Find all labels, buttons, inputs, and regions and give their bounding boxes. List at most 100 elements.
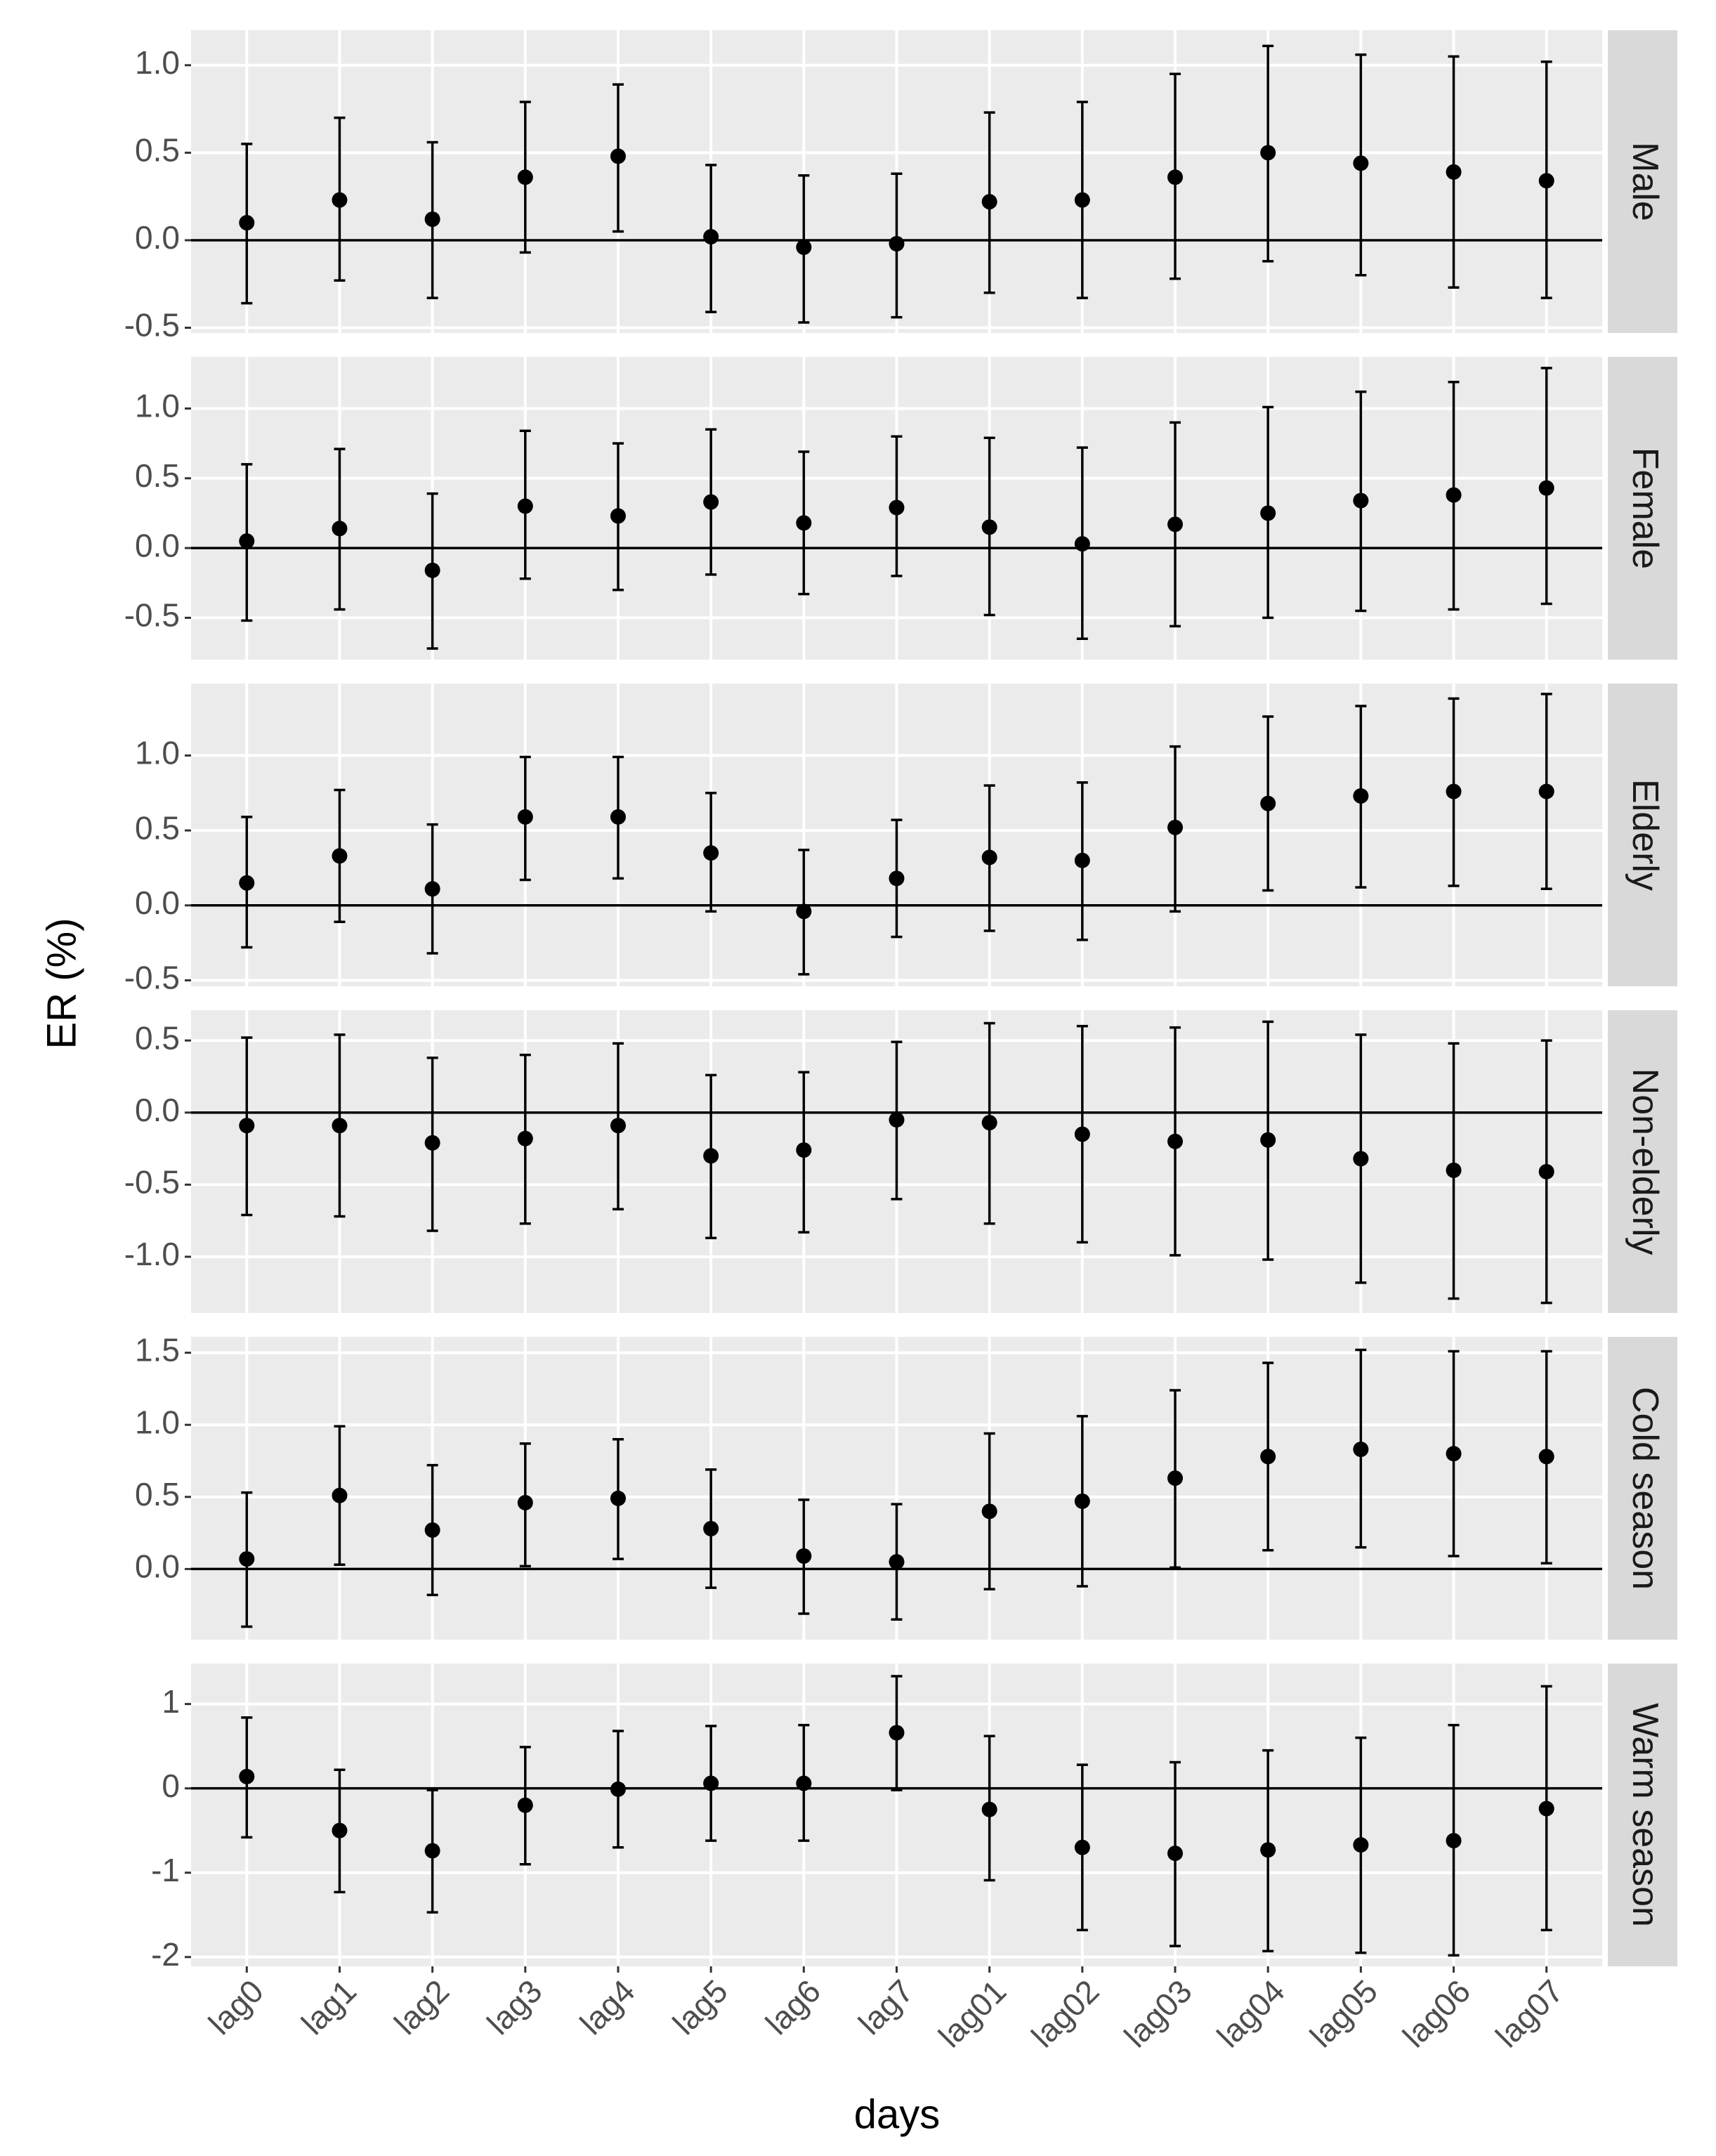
y-tick-label: -1.0 bbox=[124, 1236, 180, 1272]
point bbox=[889, 1554, 905, 1570]
point bbox=[424, 1522, 440, 1538]
point bbox=[796, 1142, 812, 1158]
point bbox=[1074, 1839, 1090, 1855]
y-tick-label: 0.5 bbox=[135, 132, 180, 169]
point bbox=[1538, 1449, 1554, 1465]
point bbox=[1260, 1842, 1276, 1858]
panel: 0.5 0.0 -0.5 -1.0 Non-elderly bbox=[124, 1010, 1677, 1313]
y-tick-label: 1.5 bbox=[135, 1332, 180, 1368]
point bbox=[1353, 1837, 1369, 1853]
point bbox=[517, 809, 533, 825]
x-tick-label: lag02 bbox=[1024, 1973, 1106, 2054]
point bbox=[1538, 173, 1554, 189]
point bbox=[796, 1775, 812, 1791]
point bbox=[981, 849, 997, 865]
point bbox=[1074, 852, 1090, 868]
x-tick-label: lag04 bbox=[1210, 1973, 1291, 2054]
y-tick-label: -0.5 bbox=[124, 307, 180, 344]
y-tick-label: -1 bbox=[151, 1852, 180, 1888]
point bbox=[1538, 1801, 1554, 1817]
y-tick-label: 1.0 bbox=[135, 735, 180, 771]
x-tick-label: lag7 bbox=[851, 1973, 920, 2041]
strip-label: Female bbox=[1625, 447, 1665, 569]
point bbox=[796, 515, 812, 531]
point bbox=[1353, 155, 1369, 171]
x-tick-label: lag01 bbox=[931, 1973, 1013, 2054]
y-tick-label: -0.5 bbox=[124, 597, 180, 634]
point bbox=[1446, 1446, 1462, 1462]
y-tick-label: 1.0 bbox=[135, 388, 180, 424]
y-tick-label: 1.0 bbox=[135, 1404, 180, 1440]
point bbox=[1260, 505, 1276, 521]
y-tick-label: -0.5 bbox=[124, 960, 180, 996]
x-tick-label: lag05 bbox=[1303, 1973, 1384, 2054]
point bbox=[424, 1135, 440, 1151]
y-tick-label: 0.0 bbox=[135, 527, 180, 563]
y-tick-label: -2 bbox=[151, 1936, 180, 1973]
y-tick-label: 0.0 bbox=[135, 1092, 180, 1128]
point bbox=[1353, 1442, 1369, 1458]
point bbox=[424, 1843, 440, 1859]
y-tick-label: 0.5 bbox=[135, 1476, 180, 1513]
point bbox=[1446, 164, 1462, 180]
x-axis-title: days bbox=[854, 2091, 941, 2137]
point bbox=[981, 194, 997, 210]
point bbox=[239, 1551, 255, 1567]
point bbox=[1538, 480, 1554, 496]
point bbox=[1260, 1449, 1276, 1465]
point bbox=[1074, 1126, 1090, 1142]
x-tick-label: lag2 bbox=[387, 1973, 456, 2041]
x-tick-label: lag5 bbox=[666, 1973, 735, 2041]
point bbox=[1353, 1151, 1369, 1167]
point bbox=[610, 1490, 626, 1506]
point bbox=[889, 1725, 905, 1741]
y-axis-title: ER (%) bbox=[39, 918, 84, 1050]
panel: 1 0 -1 -2 Warm season bbox=[151, 1664, 1677, 1973]
point bbox=[796, 1548, 812, 1564]
strip-label: Non-elderly bbox=[1625, 1069, 1665, 1255]
point bbox=[332, 1118, 348, 1134]
point bbox=[889, 499, 905, 516]
point bbox=[1538, 1163, 1554, 1180]
point bbox=[1260, 145, 1276, 161]
point bbox=[517, 1797, 533, 1813]
point bbox=[1074, 192, 1090, 208]
strip bbox=[1608, 357, 1677, 660]
point bbox=[1446, 487, 1462, 503]
x-tick-label: lag1 bbox=[294, 1973, 363, 2041]
point bbox=[332, 521, 348, 537]
x-tick-label: lag4 bbox=[572, 1973, 641, 2041]
point bbox=[1167, 1470, 1184, 1487]
point bbox=[1446, 1162, 1462, 1178]
point bbox=[332, 848, 348, 864]
y-tick-label: 0.5 bbox=[135, 457, 180, 494]
x-tick-label: lag3 bbox=[480, 1973, 549, 2041]
point bbox=[610, 1118, 626, 1134]
strip bbox=[1608, 1664, 1677, 1966]
point bbox=[703, 1775, 719, 1791]
point bbox=[239, 215, 255, 231]
point bbox=[1167, 516, 1184, 533]
point bbox=[332, 1487, 348, 1503]
point bbox=[703, 228, 719, 244]
strip-label: Cold season bbox=[1625, 1387, 1665, 1590]
panel: 1.0 0.5 0.0 -0.5 Elderly bbox=[124, 684, 1677, 996]
point bbox=[703, 1148, 719, 1164]
point bbox=[610, 809, 626, 825]
panel: 1.0 0.5 0.0 -0.5 Male bbox=[124, 30, 1677, 344]
x-tick-label: lag6 bbox=[759, 1973, 827, 2041]
point bbox=[424, 562, 440, 578]
point bbox=[1538, 783, 1554, 799]
point bbox=[889, 235, 905, 251]
panel: 1.0 0.5 0.0 -0.5 Female bbox=[124, 357, 1677, 660]
point bbox=[1260, 1132, 1276, 1148]
point bbox=[239, 1768, 255, 1784]
y-tick-label: 1.0 bbox=[135, 44, 180, 81]
strip bbox=[1608, 1010, 1677, 1313]
point bbox=[517, 1130, 533, 1146]
point bbox=[1260, 795, 1276, 811]
strip-label: Elderly bbox=[1625, 779, 1665, 891]
y-tick-label: 0.0 bbox=[135, 1548, 180, 1585]
y-tick-label: 0.5 bbox=[135, 1019, 180, 1056]
panel: 1.5 1.0 0.5 0.0 Cold season bbox=[135, 1332, 1677, 1640]
